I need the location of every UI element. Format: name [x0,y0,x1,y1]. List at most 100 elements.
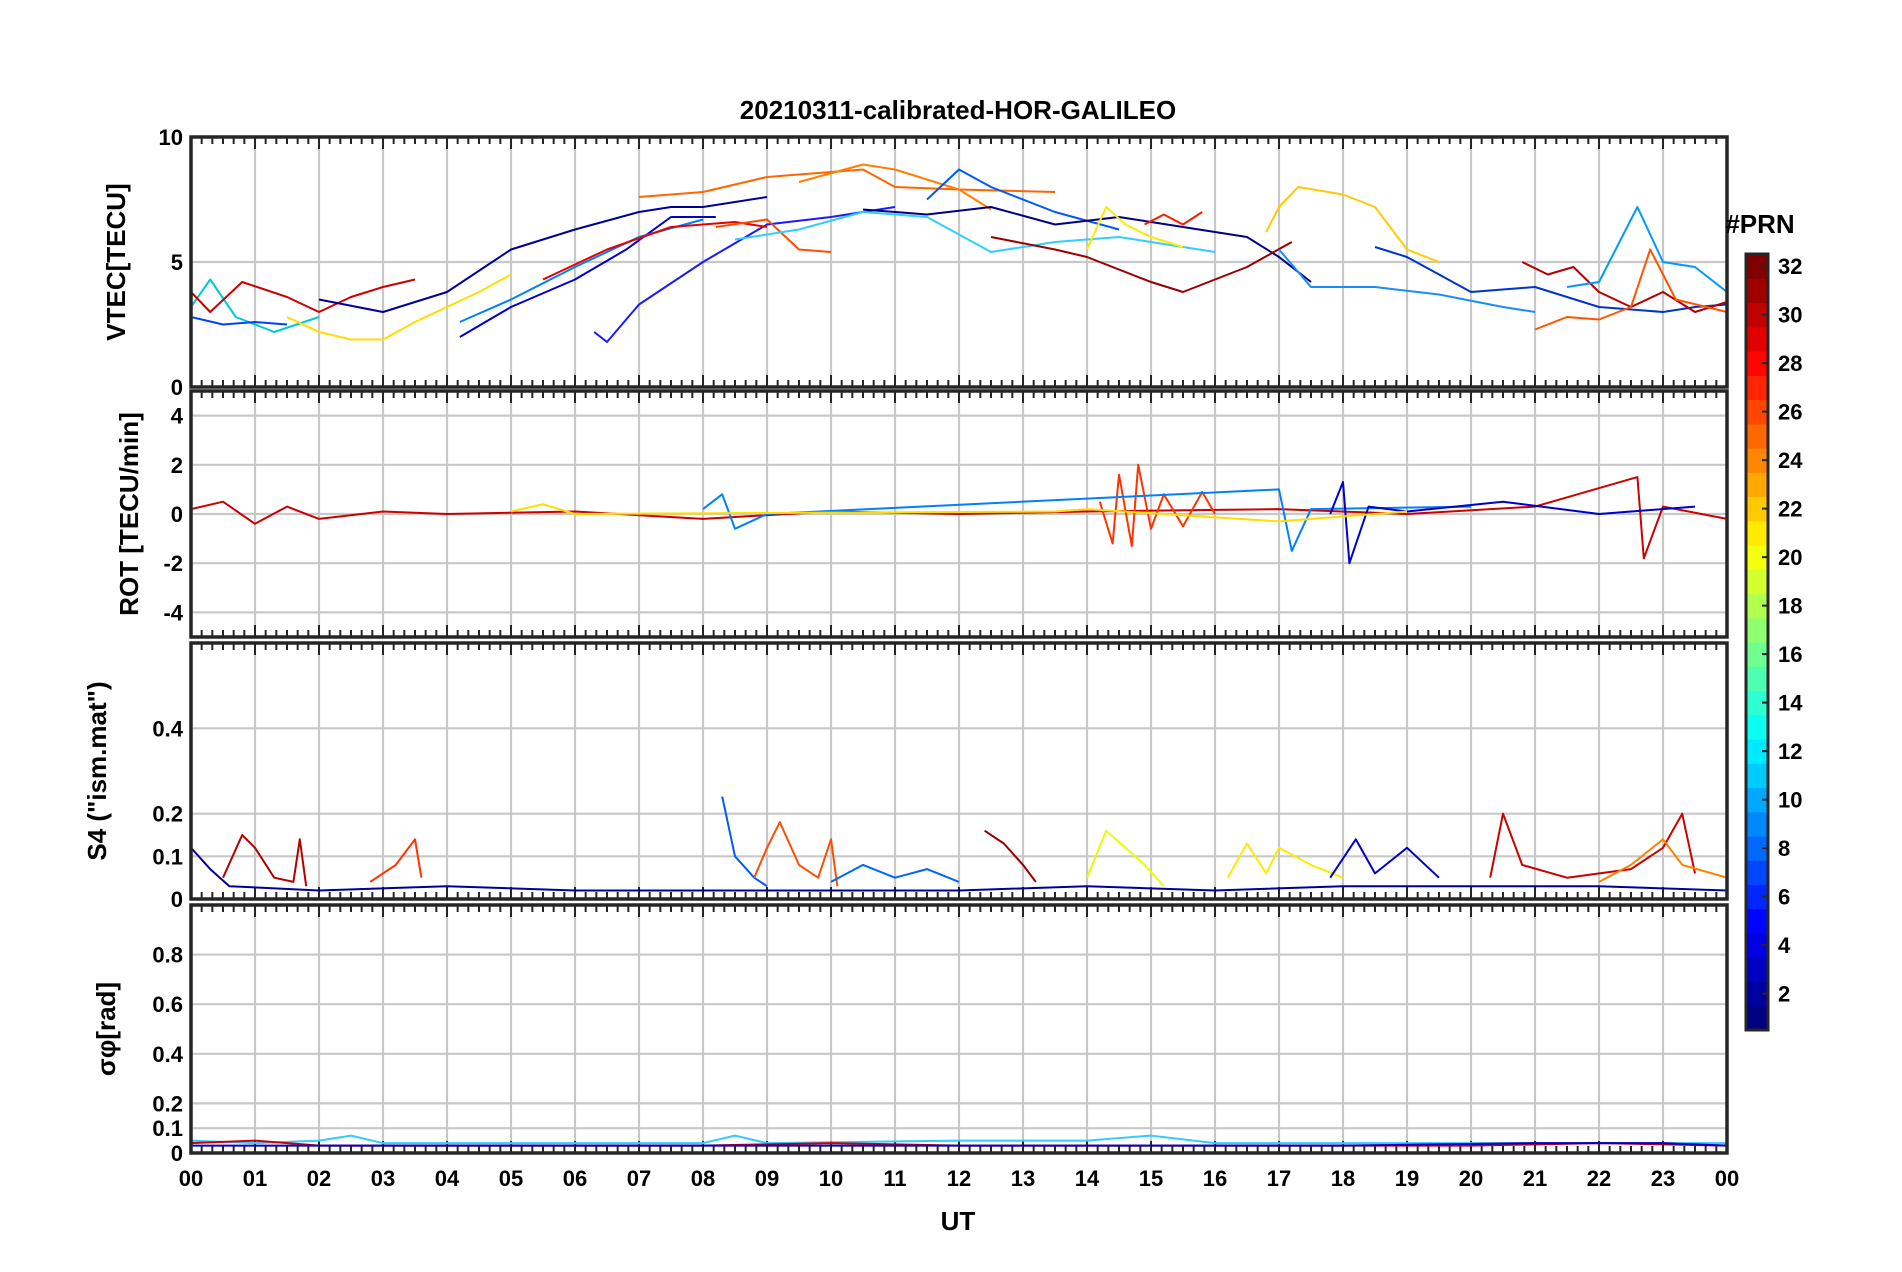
colorbar-band [1746,690,1768,716]
colorbar-band [1746,545,1768,570]
panel-4: 00.10.2 0.4 0.6 0.8 σφ[rad] [91,903,1729,1166]
series-line [1598,838,1727,883]
series-line [1489,812,1696,879]
x-tick-label: 03 [371,1166,395,1191]
x-axis-label: UT [941,1206,976,1236]
x-tick-label: 16 [1203,1166,1227,1191]
colorbar-band [1746,908,1768,934]
x-tick-label: 14 [1075,1166,1100,1191]
colorbar-tick-label: 12 [1778,739,1802,764]
x-tick-label: 00 [1715,1166,1739,1191]
series-group [191,1134,1727,1147]
y-tick-label: 0.2 [152,802,183,827]
y-tick-label: -4 [163,600,183,625]
series-line [830,863,960,883]
colorbar-tick-label: 14 [1778,691,1803,716]
series-line [1098,463,1216,547]
x-tick-label: 10 [819,1166,843,1191]
series-line [318,196,768,313]
y-tick-label: -2 [163,551,183,576]
series-group [191,463,1727,565]
colorbar-band [1746,302,1768,328]
series-line [510,503,1408,523]
colorbar-band [1746,1005,1768,1031]
y-tick-label: 0.1 [152,1116,183,1141]
y-tick-label: 0 [171,887,183,912]
series-line [1086,206,1184,250]
series-line [1144,211,1203,226]
x-tick-label: 21 [1523,1166,1547,1191]
y-tick-label: 0.4 [152,716,183,741]
x-tick-label: 13 [1011,1166,1035,1191]
colorbar-band [1746,763,1768,789]
x-tick-label: 20 [1459,1166,1483,1191]
colorbar-tick-label: 28 [1778,351,1802,376]
y-axis-label: S4 ("ism.mat") [82,681,112,860]
colorbar-label: #PRN [1725,209,1794,239]
y-tick-label: 0.2 [152,1091,183,1116]
colorbar-band [1746,254,1768,279]
series-line [369,838,423,883]
x-tick-label: 05 [499,1166,523,1191]
colorbar: 32 30 28 26 24 22 20 18 16 14 12 10 8 6 4 2 [1744,252,1803,1032]
x-tick-label: 01 [243,1166,267,1191]
colorbar-band [1746,593,1768,619]
x-tick-label: 19 [1395,1166,1419,1191]
x-tick-label: 06 [563,1166,587,1191]
series-line [191,1134,1727,1145]
colorbar-tick-label: 6 [1778,885,1790,910]
colorbar-band [1746,860,1768,886]
x-tick-label: 08 [691,1166,715,1191]
series-line [1534,248,1727,331]
colorbar-band [1746,957,1768,983]
y-tick-label: 0 [171,375,183,400]
series-line [1265,186,1440,263]
colorbar-band [1746,351,1768,376]
series-line [926,168,1120,231]
series-line [721,796,768,888]
series-line [222,834,308,887]
y-tick-label: 5 [171,250,183,275]
colorbar-band [1746,520,1768,546]
colorbar-band [1746,666,1768,692]
series-line [593,206,896,343]
colorbar-tick-label: 4 [1778,933,1791,958]
series-line [862,206,1312,283]
x-tick-label: 00 [179,1166,203,1191]
y-tick-label: 0.4 [152,1042,183,1067]
colorbar-tick-label: 18 [1778,594,1802,619]
x-tick-label: 11 [883,1166,906,1191]
series-line [191,847,1727,892]
y-axis-label: VTEC[TECU] [101,183,131,340]
colorbar-tick-label: 22 [1778,497,1802,522]
series-line [753,821,839,887]
x-tick-label: 15 [1139,1166,1163,1191]
y-tick-label: 4 [171,404,184,429]
colorbar-band [1746,617,1768,643]
series-line [459,218,704,323]
colorbar-tick-label: 30 [1778,303,1802,328]
colorbar-tick-label: 26 [1778,400,1802,425]
colorbar-band [1746,326,1768,352]
series-line [798,163,992,211]
colorbar-tick-label: 16 [1778,642,1802,667]
colorbar-band [1746,739,1768,764]
series-line [1086,829,1165,887]
colorbar-tick-label: 10 [1778,788,1802,813]
series-line [1329,481,1696,565]
colorbar-band [1746,399,1768,425]
colorbar-tick-label: 2 [1778,982,1790,1007]
colorbar-band [1746,933,1768,958]
series-group [191,163,1727,343]
x-tick-label: 18 [1331,1166,1355,1191]
panel-frame [189,903,1729,1155]
series-line [191,1142,1727,1147]
series-line [984,829,1037,883]
y-axis-label: ROT [TECU/min] [114,412,144,616]
x-tick-label: 04 [435,1166,460,1191]
series-line [715,218,832,253]
colorbar-band [1746,981,1768,1007]
panel-2: -4 -2 0 2 4 ROT [TECU/min] [114,389,1729,639]
